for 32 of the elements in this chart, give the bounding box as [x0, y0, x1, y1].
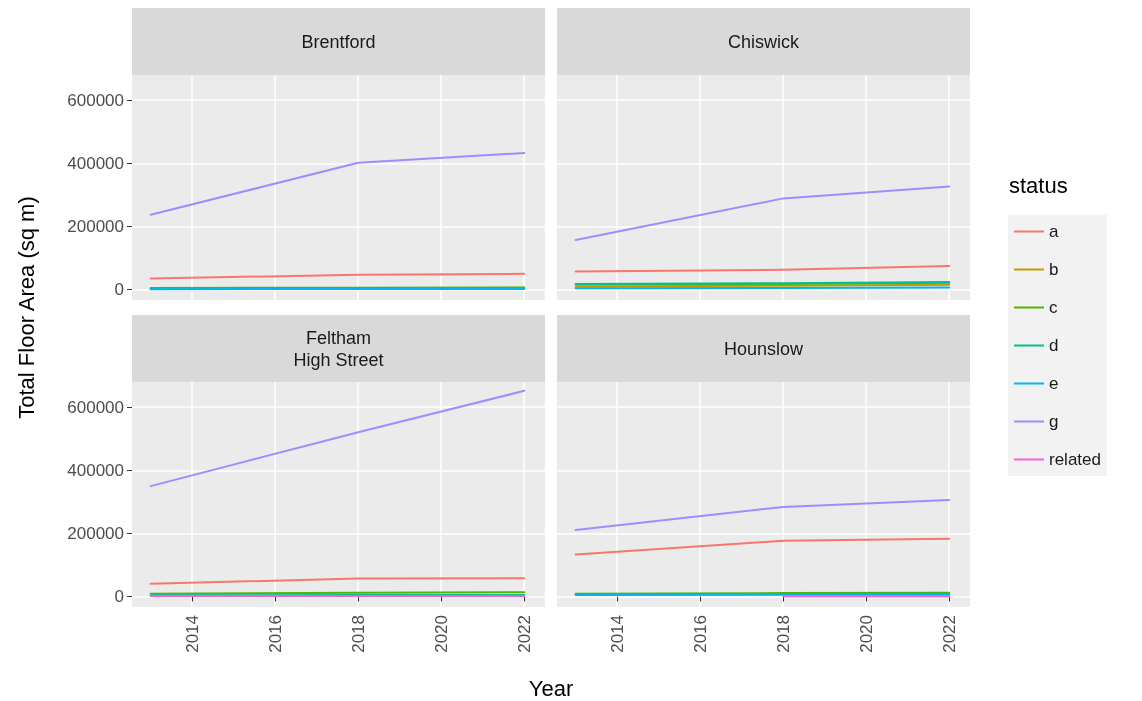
y-tick-label: 0	[114, 280, 124, 300]
chart-title: Hounslow	[723, 338, 805, 359]
legend-title: status	[1009, 172, 1068, 198]
y-axis-title: Total Floor Area (sq m)	[13, 196, 39, 419]
legend-label: c	[1049, 298, 1058, 317]
x-tick-label: 2014	[607, 615, 627, 653]
x-tick-label: 2016	[690, 615, 710, 653]
legend-label: e	[1049, 374, 1059, 393]
y-tick-label: 200000	[67, 216, 124, 236]
x-tick-label: 2022	[514, 615, 534, 653]
legend-label: b	[1049, 260, 1059, 279]
y-tick-label: 400000	[67, 460, 124, 480]
x-tick-label: 2014	[182, 615, 202, 653]
y-tick-label: 600000	[67, 90, 124, 110]
x-tick-label: 2018	[773, 615, 793, 653]
y-tick-label: 200000	[67, 523, 124, 543]
chart-title: Feltham High Street	[293, 327, 384, 370]
y-tick-label: 0	[114, 587, 124, 607]
x-tick-label: 2020	[431, 615, 451, 653]
x-tick-label: 2020	[856, 615, 876, 653]
x-tick-label: 2016	[265, 615, 285, 653]
legend-label: related	[1049, 450, 1101, 469]
x-axis-title: Year	[528, 675, 574, 701]
x-tick-label: 2018	[348, 615, 368, 653]
y-tick-label: 600000	[67, 397, 124, 417]
legend-label: d	[1049, 336, 1059, 355]
legend-label: a	[1049, 222, 1059, 241]
y-tick-label: 400000	[67, 153, 124, 173]
x-tick-label: 2022	[939, 615, 959, 653]
chart-title: Brentford	[301, 31, 376, 52]
legend-label: g	[1049, 412, 1059, 431]
chart-title: Chiswick	[727, 31, 800, 52]
